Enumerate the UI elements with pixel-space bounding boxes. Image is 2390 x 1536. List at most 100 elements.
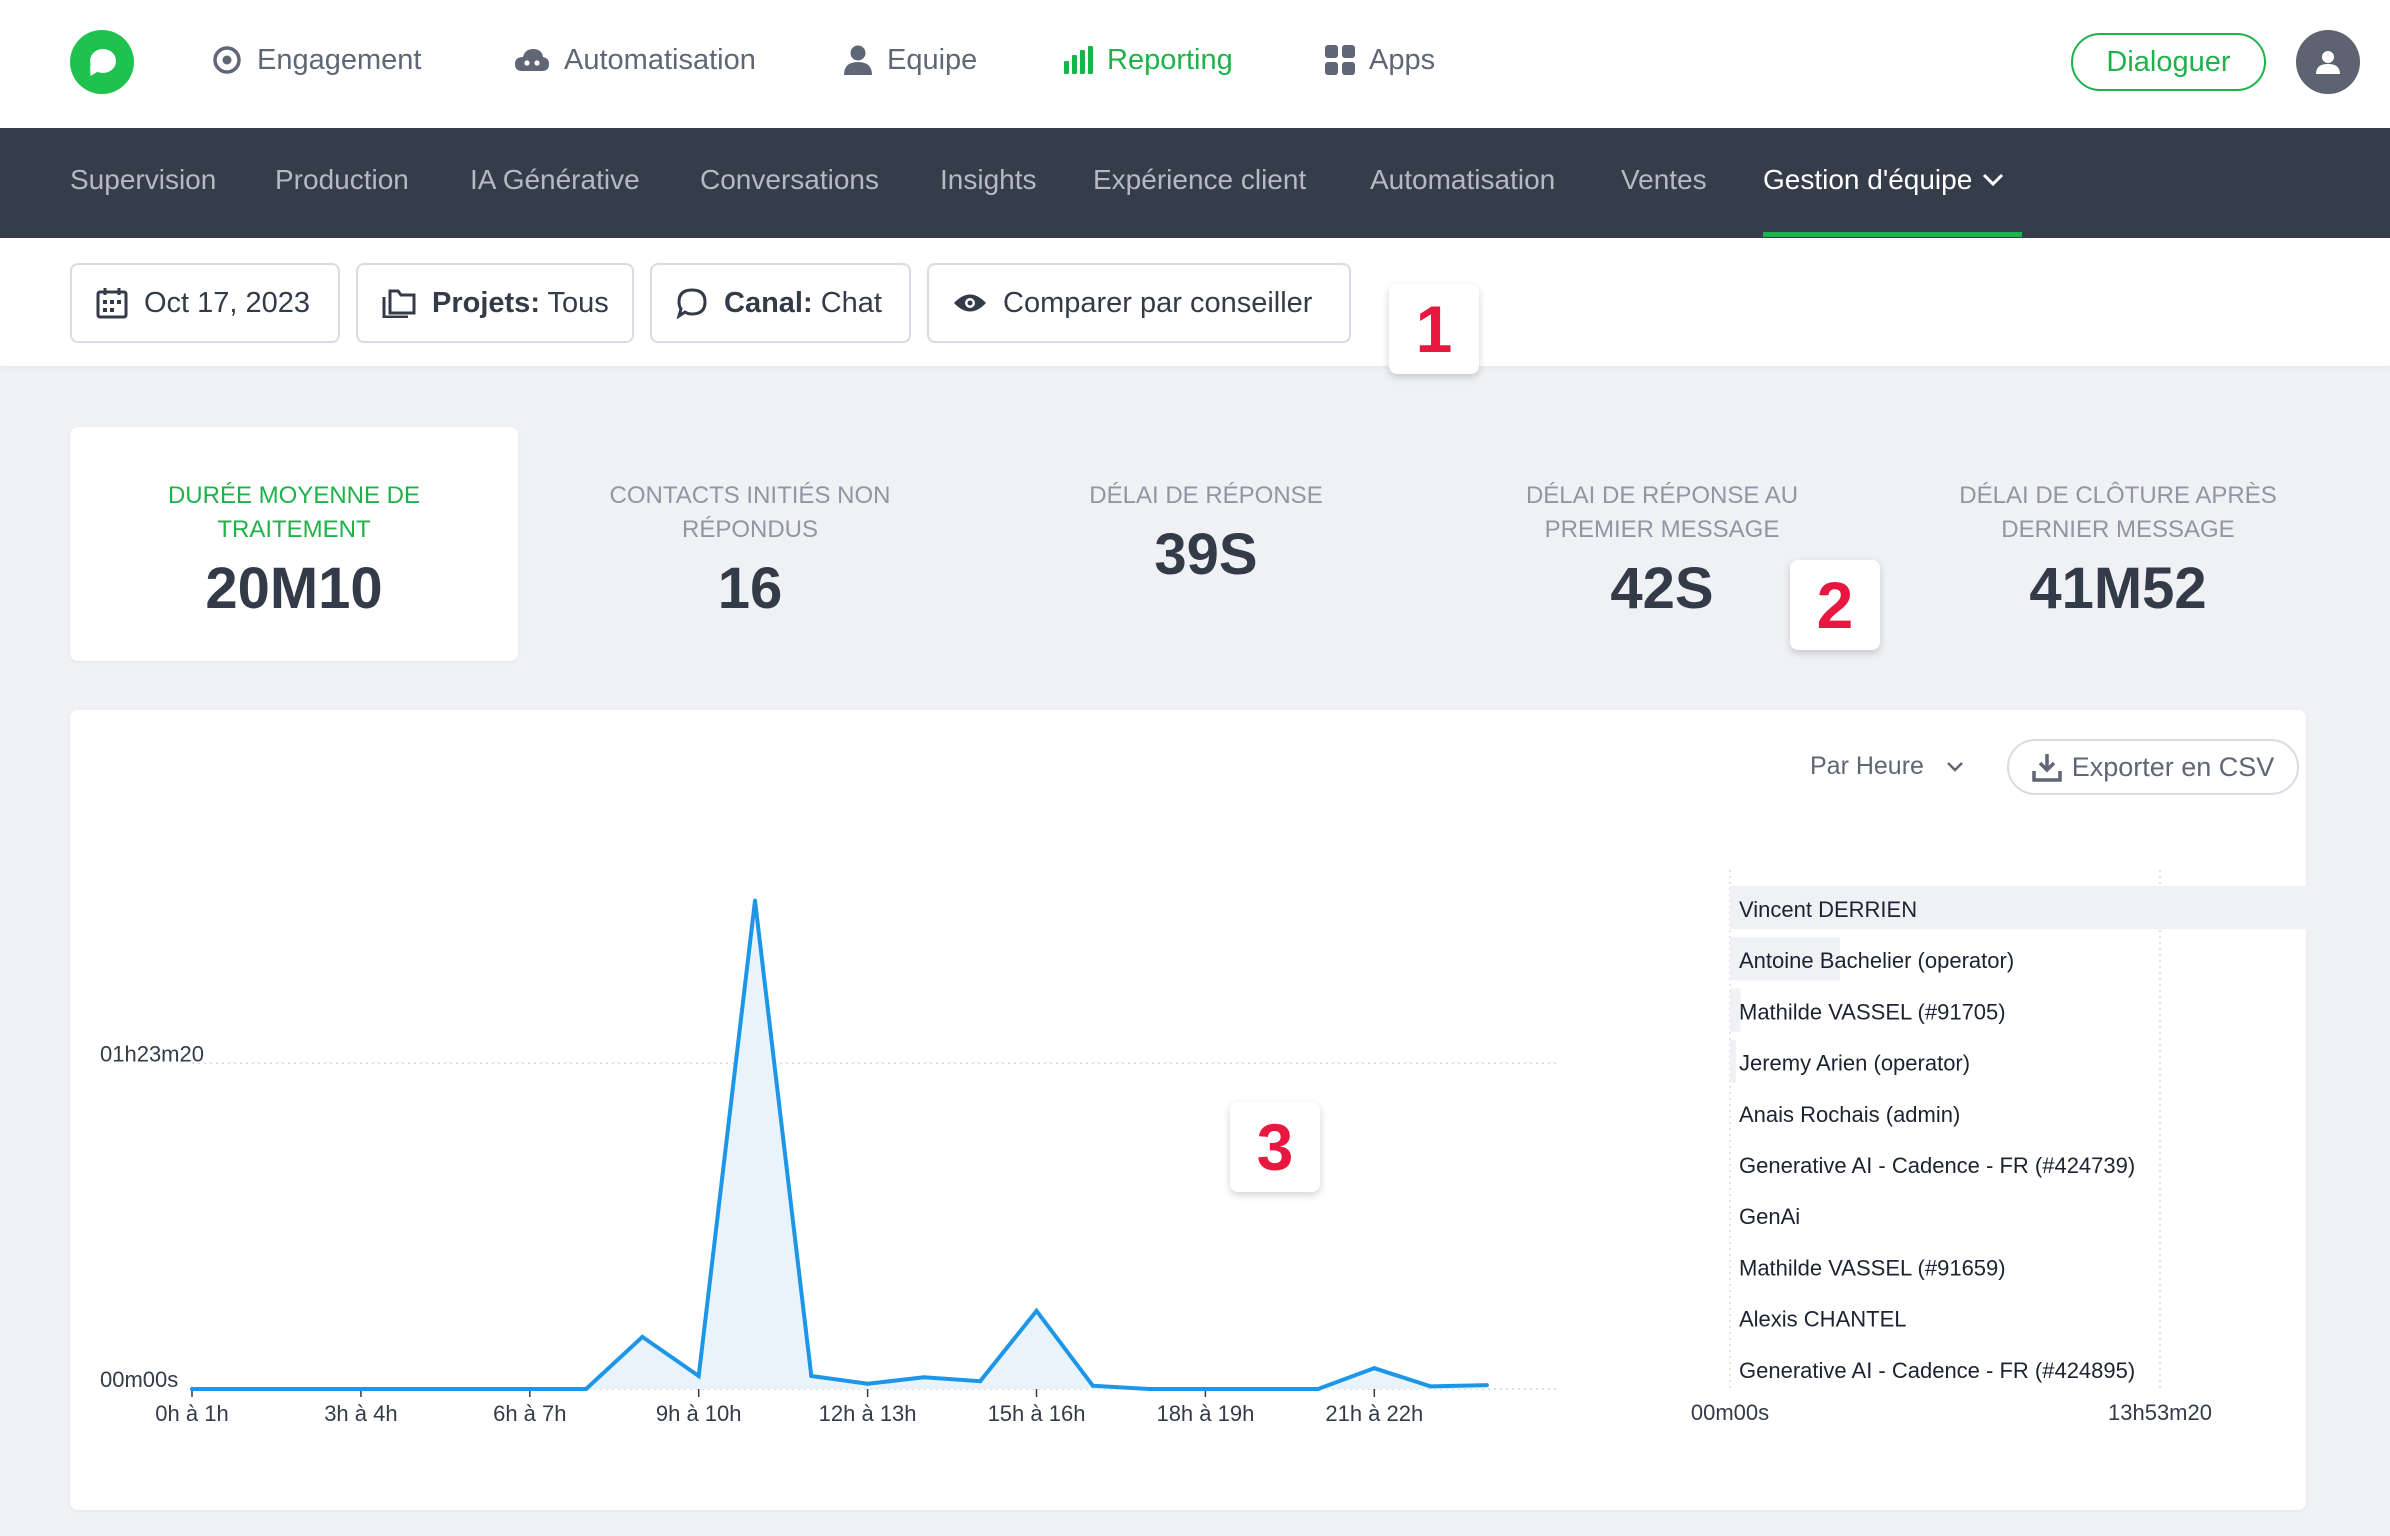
data-point [865, 1381, 870, 1386]
kpi-value: 16 [717, 556, 783, 621]
tab-supervision[interactable]: Supervision [70, 164, 217, 195]
x-tick-label: 15h à 16h [988, 1401, 1086, 1426]
dialoguer-button[interactable]: Dialoguer [2071, 33, 2266, 91]
kpi-label: DURÉE MOYENNE DE TRAITEMENT [167, 482, 421, 543]
data-point [1372, 1366, 1377, 1371]
tab-conversations[interactable]: Conversations [700, 164, 879, 195]
bar-category-label: Generative AI - Cadence - FR (#424895) [1739, 1358, 2135, 1383]
data-point [1259, 1387, 1264, 1391]
annotation-badge-1: 1 [1389, 284, 1479, 374]
nav-item-apps[interactable]: Apps [1325, 40, 1435, 80]
tab-gestion-equipe[interactable]: Gestion d'équipe [1763, 164, 2004, 196]
bar-category-label: Anais Rochais (admin) [1739, 1102, 1960, 1127]
data-point [1316, 1387, 1320, 1391]
tab-production[interactable]: Production [275, 164, 409, 195]
projects-key: Projets: [432, 286, 540, 319]
export-csv-button[interactable]: Exporter en CSV [2007, 739, 2299, 795]
data-point [584, 1387, 589, 1391]
x-tick-label: 3h à 4h [324, 1401, 397, 1426]
projects-filter-button[interactable]: Projets: Tous [356, 263, 634, 343]
tab-ventes[interactable]: Ventes [1621, 164, 1707, 195]
tab-experience-client[interactable]: Expérience client [1093, 164, 1307, 195]
tab-insights[interactable]: Insights [940, 164, 1037, 195]
kpi-value: 20M10 [205, 556, 383, 621]
chevron-down-icon [1947, 761, 1963, 772]
x-tick-label: 00m00s [1691, 1400, 1769, 1425]
data-point [527, 1387, 532, 1391]
compare-by-agent-button[interactable]: Comparer par conseiller [927, 263, 1351, 343]
data-point [358, 1387, 363, 1391]
folders-icon [382, 289, 416, 318]
kpi-delai-cloture[interactable]: DÉLAI DE CLÔTURE APRÈS DERNIER MESSAGE 4… [1894, 427, 2342, 661]
kpi-delai-premier-message[interactable]: DÉLAI DE RÉPONSE AU PREMIER MESSAGE 42S [1438, 427, 1886, 661]
avatar[interactable] [2296, 30, 2360, 94]
bar-category-label: Alexis CHANTEL [1739, 1307, 1906, 1332]
bar [1730, 886, 2310, 930]
kpi-card-duree-moyenne[interactable]: DURÉE MOYENNE DE TRAITEMENT 20M10 [70, 427, 518, 661]
bar [1730, 1039, 1737, 1083]
granularity-select[interactable]: Par Heure [1810, 752, 1964, 781]
data-point [1203, 1387, 1208, 1391]
date-filter-button[interactable]: Oct 17, 2023 [70, 263, 340, 343]
annotation-badge-2: 2 [1790, 560, 1880, 650]
date-value: Oct 17, 2023 [144, 286, 311, 319]
person-icon [844, 45, 872, 75]
bar-category-label: Vincent DERRIEN [1739, 897, 1917, 922]
compare-label: Comparer par conseiller [1003, 286, 1313, 319]
tab-automatisation[interactable]: Automatisation [1370, 164, 1556, 195]
nav-item-engagement[interactable]: Engagement [211, 40, 421, 80]
data-point [753, 898, 757, 903]
y-tick-label: 00m00s [100, 1367, 178, 1392]
chat-bubble-outline-icon [676, 288, 707, 319]
bar-category-label: Mathilde VASSEL (#91705) [1739, 999, 2006, 1024]
data-point [1090, 1383, 1095, 1388]
tab-ia-generative[interactable]: IA Générative [470, 164, 640, 195]
data-point [640, 1334, 645, 1339]
bar-category-label: Jeremy Arien (operator) [1739, 1051, 1970, 1076]
reporting-subnav: Supervision Production IA Générative Con… [0, 128, 2390, 238]
kpi-value: 41M52 [2029, 556, 2207, 621]
filter-bar: Oct 17, 2023 Projets: Tous Canal: Chat C… [0, 238, 2390, 366]
nav-label: Automatisation [564, 43, 756, 76]
nav-item-reporting[interactable]: Reporting [1063, 40, 1233, 80]
data-point [415, 1387, 420, 1391]
download-icon [2031, 754, 2062, 782]
granularity-value: Par Heure [1810, 752, 1924, 780]
kpi-label: CONTACTS INITIÉS NON RÉPONDUS [609, 482, 891, 543]
kpi-contacts-non-repondus[interactable]: CONTACTS INITIÉS NON RÉPONDUS 16 [526, 427, 974, 661]
cloud-bot-icon [515, 49, 549, 71]
nav-item-equipe[interactable]: Equipe [843, 40, 977, 80]
channel-filter-button[interactable]: Canal: Chat [650, 263, 911, 343]
x-tick-label: 12h à 13h [819, 1401, 917, 1426]
x-tick-label: 6h à 7h [493, 1401, 566, 1426]
kpi-label: DÉLAI DE CLÔTURE APRÈS DERNIER MESSAGE [1959, 482, 2277, 543]
kpi-delai-reponse[interactable]: DÉLAI DE RÉPONSE 39S [982, 427, 1430, 661]
bar-category-label: GenAi [1739, 1204, 1800, 1229]
active-tab-indicator [1763, 232, 2022, 237]
data-point [978, 1379, 983, 1384]
nav-label: Apps [1369, 43, 1436, 76]
nav-item-automatisation[interactable]: Automatisation [514, 40, 756, 80]
data-point [246, 1387, 251, 1391]
data-point [696, 1373, 701, 1378]
calendar-icon [96, 288, 128, 319]
data-point [302, 1387, 307, 1391]
app-logo[interactable] [70, 30, 134, 94]
annotation-badge-3: 3 [1230, 1102, 1320, 1192]
chevron-down-icon [1983, 173, 2004, 187]
nav-label: Equipe [887, 43, 978, 76]
chart-card: Par Heure Exporter en CSV 00m00s 01h23m20… [70, 710, 2310, 1510]
kpi-value: 39S [1154, 522, 1258, 587]
data-point [190, 1387, 194, 1391]
channel-value: Chat [820, 286, 882, 319]
chat-bubble-icon [90, 49, 116, 73]
kpi-label: DÉLAI DE RÉPONSE AU PREMIER MESSAGE [1525, 482, 1799, 543]
hourly-line-chart: 00m00s 01h23m20 0h à 1h 3h à 4h 6h à 7h 9h à … [100, 898, 1560, 1426]
bar [1730, 937, 1841, 981]
user-icon [2316, 51, 2340, 74]
export-label: Exporter en CSV [2071, 751, 2275, 782]
data-point [1147, 1387, 1152, 1391]
data-point [1484, 1383, 1489, 1388]
data-point [809, 1373, 814, 1378]
data-point [921, 1375, 926, 1380]
